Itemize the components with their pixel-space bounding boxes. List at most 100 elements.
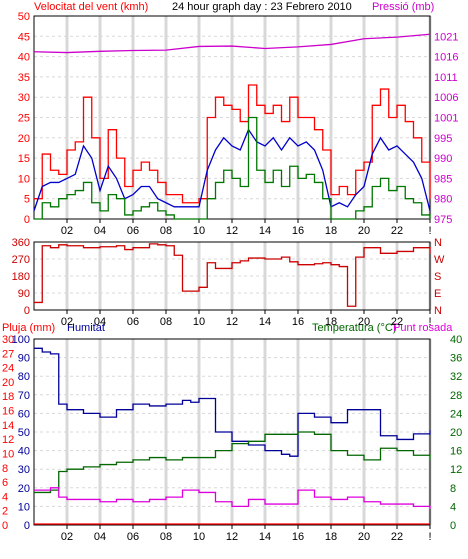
x-tick-label: 16: [292, 316, 304, 328]
x-tick-label: 18: [325, 531, 337, 543]
wind-average-line: [33, 128, 431, 212]
humidity-y-tick-label: 100: [12, 334, 30, 346]
x-tick-label: 16: [292, 225, 304, 237]
humidity-y-tick-label: 70: [18, 390, 30, 402]
x-tick-label: 02: [61, 316, 73, 328]
x-tick-label: 04: [94, 531, 106, 543]
direction-compass-label: N: [434, 305, 442, 317]
direction-y-tick-label: 180: [12, 271, 30, 283]
direction-grid: [34, 242, 432, 310]
rain-y-tick-label: 6: [2, 477, 8, 489]
rain-y-tick-label: 18: [2, 391, 14, 403]
pressure-y-tick-label: 1016: [434, 52, 458, 64]
rain-y-tick-label: 20: [2, 377, 14, 389]
direction-y-tick-label: 0: [24, 305, 30, 317]
wind-low-line: [34, 116, 431, 220]
rain-y-tick-label: 14: [2, 420, 14, 432]
temperature-y-tick-label: 0: [450, 520, 456, 532]
x-tick-label: 02: [61, 531, 73, 543]
direction-y-tick-label: 270: [12, 254, 30, 266]
temperature-line: [34, 431, 431, 494]
humidity-y-tick-label: 20: [18, 483, 30, 495]
pressure-y-tick-label: 1011: [434, 72, 458, 84]
rain-series: [34, 347, 431, 525]
dewpoint-title: Punt rosada: [393, 322, 453, 334]
temperature-y-tick-label: 24: [450, 408, 462, 420]
pressure-y-tick-label: 985: [434, 173, 452, 185]
dewpoint-line: [34, 487, 431, 509]
x-tick-label: 10: [193, 225, 205, 237]
x-tick-label: 12: [226, 316, 238, 328]
x-tick-label: 02: [61, 225, 73, 237]
rain-title: Pluja (mm): [2, 322, 55, 334]
temperature-y-tick-label: 20: [450, 427, 462, 439]
pressure-y-tick-label: 995: [434, 133, 452, 145]
x-tick-label: !: [428, 225, 431, 237]
x-tick-label: 20: [358, 316, 370, 328]
direction-compass-label: W: [434, 254, 445, 266]
rain-y-tick-label: 30: [2, 334, 14, 346]
x-tick-label: 14: [259, 531, 271, 543]
direction-y-tick-label: 90: [18, 288, 30, 300]
temperature-y-tick-label: 12: [450, 464, 462, 476]
wind-series: [33, 33, 431, 220]
wind-y-tick-label: 45: [18, 31, 30, 43]
x-tick-label: 06: [127, 316, 139, 328]
pressure-y-tick-label: 1021: [434, 31, 458, 43]
temperature-title: Temperatura (°C): [312, 322, 396, 334]
direction-y-tick-label: 360: [12, 237, 30, 249]
humidity-y-tick-label: 0: [24, 520, 30, 532]
pressure-y-tick-label: 980: [434, 194, 452, 206]
wind-y-tick-label: 5: [24, 194, 30, 206]
x-tick-label: 14: [259, 225, 271, 237]
wind-axes: 02 04 06 08 10 12 14 16 18 20 22 ! 0 5 10 15 20 25 30 35 40 4…: [18, 11, 459, 237]
x-tick-label: 06: [127, 531, 139, 543]
direction-compass-label: E: [434, 288, 441, 300]
x-tick-label: 22: [391, 531, 403, 543]
x-tick-label: !: [428, 316, 431, 328]
pressure-y-tick-label: 1006: [434, 92, 458, 104]
temperature-y-tick-label: 40: [450, 334, 462, 346]
humidity-y-tick-label: 40: [18, 446, 30, 458]
graph-title: 24 hour graph day : 23 Febrero 2010: [172, 1, 352, 13]
x-tick-label: 20: [358, 225, 370, 237]
humidity-y-tick-label: 90: [18, 353, 30, 365]
wind-y-tick-label: 20: [18, 133, 30, 145]
pressure-y-tick-label: 975: [434, 214, 452, 226]
x-tick-label: 12: [226, 225, 238, 237]
x-tick-label: 20: [358, 531, 370, 543]
humidity-y-tick-label: 10: [18, 501, 30, 513]
x-tick-label: 08: [160, 316, 172, 328]
wind-y-tick-label: 15: [18, 153, 30, 165]
rain-y-tick-label: 24: [2, 363, 14, 375]
pressure-title: Pressió (mb): [372, 1, 434, 13]
wind-title: Velocitat del vent (kmh): [34, 1, 148, 13]
wind-y-tick-label: 0: [24, 214, 30, 226]
wind-y-tick-label: 50: [18, 11, 30, 23]
rain-y-tick-label: 2: [2, 506, 8, 518]
x-tick-label: 08: [160, 531, 172, 543]
x-tick-label: 10: [193, 531, 205, 543]
x-tick-label: 16: [292, 531, 304, 543]
x-tick-label: 04: [94, 225, 106, 237]
wind-y-tick-label: 40: [18, 52, 30, 64]
direction-compass-label: N: [434, 237, 442, 249]
humidity-y-tick-label: 60: [18, 408, 30, 420]
temperature-y-tick-label: 8: [450, 483, 456, 495]
x-tick-label: 08: [160, 225, 172, 237]
x-tick-label: !: [428, 531, 431, 543]
x-tick-label: 04: [94, 316, 106, 328]
wind-y-tick-label: 25: [18, 113, 30, 125]
x-tick-label: 22: [391, 225, 403, 237]
rain-y-tick-label: 10: [2, 448, 14, 460]
rain-y-tick-label: 12: [2, 434, 14, 446]
x-tick-label: 10: [193, 316, 205, 328]
temperature-y-tick-label: 16: [450, 446, 462, 458]
humidity-title: Humitat: [67, 322, 105, 334]
humidity-y-tick-label: 80: [18, 371, 30, 383]
pressure-line: [33, 33, 431, 54]
x-tick-label: 12: [226, 531, 238, 543]
